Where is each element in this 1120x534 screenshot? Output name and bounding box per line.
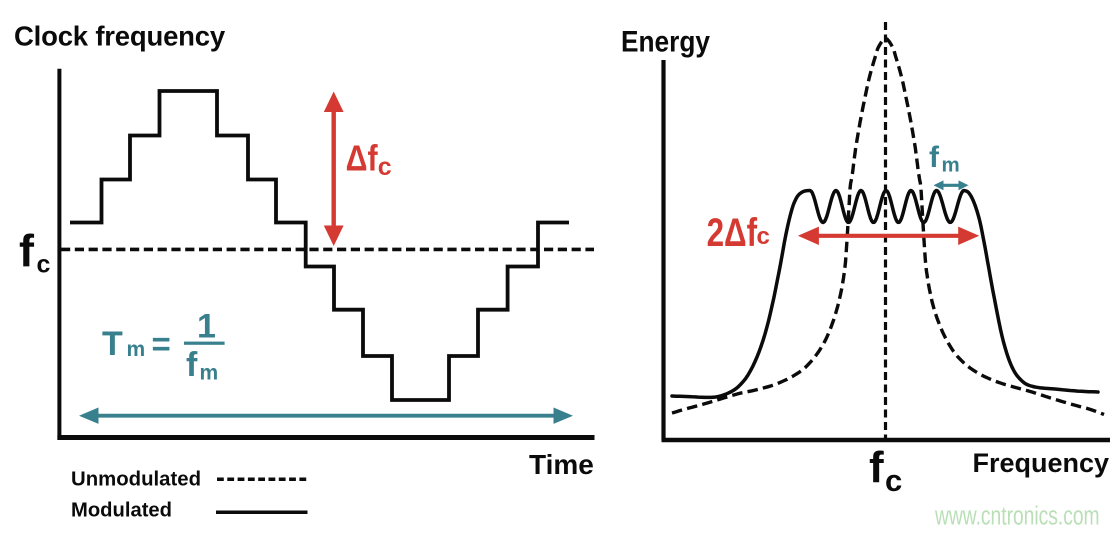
svg-text:Clock frequency: Clock frequency: [14, 21, 226, 52]
svg-text:Unmodulated: Unmodulated: [71, 468, 201, 490]
svg-text:f: f: [19, 226, 35, 277]
svg-text:1: 1: [197, 307, 216, 345]
svg-text:c: c: [757, 223, 770, 250]
svg-text:=: =: [152, 326, 171, 363]
svg-text:Time: Time: [529, 449, 594, 480]
svg-text:m: m: [127, 338, 146, 361]
svg-text:f: f: [929, 141, 940, 174]
svg-text:c: c: [37, 250, 51, 278]
svg-text:Δf: Δf: [346, 138, 379, 179]
svg-text:c: c: [378, 153, 392, 181]
svg-text:m: m: [942, 154, 960, 177]
svg-text:T: T: [102, 325, 123, 363]
svg-text:m: m: [200, 362, 219, 385]
svg-text:f: f: [869, 443, 884, 492]
svg-text:2Δf: 2Δf: [707, 211, 758, 255]
svg-text:Energy: Energy: [621, 26, 710, 59]
svg-text:www.cntronics.com: www.cntronics.com: [934, 501, 1099, 531]
svg-text:Modulated: Modulated: [71, 500, 172, 522]
svg-text:f: f: [186, 346, 198, 384]
svg-text:c: c: [885, 463, 902, 498]
svg-text:Frequency: Frequency: [973, 448, 1110, 478]
